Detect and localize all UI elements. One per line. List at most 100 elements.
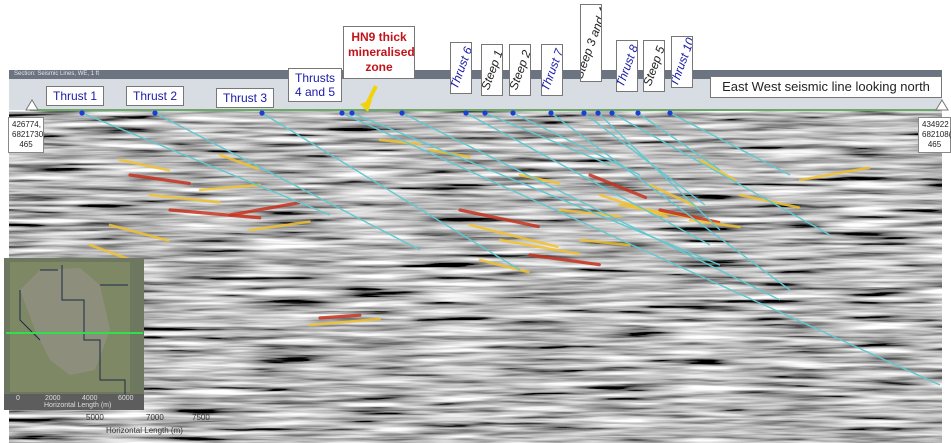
fault-top-marker xyxy=(79,110,85,116)
fault-line xyxy=(637,112,721,171)
steep-3-4-text: Steep 3 and 4 xyxy=(580,5,602,81)
inset-map-region xyxy=(20,268,110,375)
fault-top-marker xyxy=(581,110,587,116)
fault-top-marker xyxy=(349,110,355,116)
steep-3-4-label: Steep 3 and 4 xyxy=(580,4,602,82)
callout-line2: mineralised xyxy=(348,45,415,59)
toolbar-text: Section: Seismic Lines, WE, 1 ft xyxy=(14,71,100,77)
fault-top-marker xyxy=(635,110,641,116)
thrust-7-text: Thrust 7 xyxy=(541,46,563,94)
reflector-highlight xyxy=(218,153,259,170)
inset-axis-label: Horizontal Length (m) xyxy=(44,402,112,409)
fault-top-marker xyxy=(399,110,405,116)
reflector-highlight xyxy=(228,201,301,217)
fault-line xyxy=(669,112,791,176)
fault-top-marker xyxy=(595,110,601,116)
inset-tick-3: 6000 xyxy=(118,395,134,402)
thrust-7-label: Thrust 7 xyxy=(541,44,563,96)
reflector-highlight xyxy=(378,138,422,146)
thrusts-4-5-line2: 4 and 5 xyxy=(295,85,336,99)
fault-lines xyxy=(79,110,941,386)
right-coordinate-box: 434922 682108( 465 xyxy=(918,117,951,153)
reflector-highlight xyxy=(528,253,601,267)
steep-5-label: Steep 5 xyxy=(643,40,665,92)
callout-arrow-icon xyxy=(360,85,378,112)
reflector-highlight xyxy=(468,223,559,249)
reflector-highlight xyxy=(458,208,540,229)
reflector-highlight xyxy=(198,183,262,192)
steep-2-label: Steep 2 xyxy=(509,44,531,96)
fault-top-marker xyxy=(482,110,488,116)
inset-tick-1: 2000 xyxy=(45,395,61,402)
section-toolbar xyxy=(9,70,942,79)
reflector-highlight xyxy=(698,158,736,182)
fault-top-marker xyxy=(510,110,516,116)
fault-line xyxy=(611,112,831,236)
inset-tick-0: 0 xyxy=(16,395,20,402)
reflector-highlight xyxy=(248,220,311,232)
axis-tick-7500: 7500 xyxy=(192,413,210,422)
thrust-6-text: Thrust 6 xyxy=(450,44,472,92)
inset-axis-strip xyxy=(4,394,144,410)
fault-line xyxy=(154,112,421,251)
inset-map-boundaries xyxy=(19,265,128,395)
reflector-highlight xyxy=(168,208,262,220)
right-end-marker-icon xyxy=(935,99,949,111)
steep-5-text: Steep 5 xyxy=(643,44,665,88)
thrust-8-label: Thrust 8 xyxy=(616,40,638,92)
callout-line3: zone xyxy=(365,60,393,74)
section-title: East West seismic line looking north xyxy=(710,76,942,98)
reflector-highlight xyxy=(598,193,668,218)
fault-top-marker xyxy=(339,110,345,116)
fault-line xyxy=(465,112,711,246)
location-inset-map xyxy=(4,258,144,410)
thrust-6-label: Thrust 6 xyxy=(450,42,472,94)
hn9-callout-box: HN9 thick mineralised zone xyxy=(343,26,415,79)
reflector-highlight xyxy=(128,173,191,185)
axis-tick-7000: 7000 xyxy=(146,413,164,422)
reflector-highlight xyxy=(798,166,871,182)
thrust-10-text: Thrust 10 xyxy=(671,36,693,88)
thrust-2-label: Thrust 2 xyxy=(126,86,185,106)
reflector-highlight xyxy=(118,158,171,172)
steep-1-label: Steep 1 xyxy=(481,44,503,96)
axis-label: Horizontal Length (m) xyxy=(106,426,183,435)
reflector-highlight xyxy=(588,173,648,200)
fault-line xyxy=(341,112,941,386)
fault-line xyxy=(401,112,781,301)
fault-line xyxy=(583,112,706,206)
reflector-highlight xyxy=(108,223,170,242)
fault-top-marker xyxy=(609,110,615,116)
reflector-highlight xyxy=(518,173,561,185)
fault-top-marker xyxy=(463,110,469,116)
highlighted-reflectors xyxy=(58,138,871,327)
reflector-highlight xyxy=(308,317,382,327)
thrust-1-label: Thrust 1 xyxy=(46,86,105,106)
fault-line xyxy=(512,112,641,176)
fault-line xyxy=(550,112,791,291)
fault-top-marker xyxy=(548,110,554,116)
thrust-8-text: Thrust 8 xyxy=(616,42,638,90)
reflector-highlight xyxy=(498,238,581,256)
fault-line xyxy=(597,112,721,231)
reflector-highlight xyxy=(148,193,221,204)
seismic-texture xyxy=(9,110,942,443)
seismic-data xyxy=(9,110,942,443)
fault-top-marker xyxy=(667,110,673,116)
axis-tick-5000: 5000 xyxy=(86,413,104,422)
steep-1-text: Steep 1 xyxy=(481,48,503,92)
fault-line xyxy=(81,112,331,216)
reflector-highlight xyxy=(688,218,741,229)
fault-top-marker xyxy=(152,110,158,116)
fault-line xyxy=(261,112,521,271)
thrust-10-label: Thrust 10 xyxy=(671,36,693,88)
reflector-highlight xyxy=(578,238,632,247)
reflector-highlight xyxy=(318,313,362,320)
callout-line1: HN9 thick xyxy=(351,30,407,44)
fault-line xyxy=(484,112,611,166)
thrusts-4-5-label: Thrusts 4 and 5 xyxy=(288,68,343,102)
fault-top-marker xyxy=(259,110,265,116)
left-coordinate-box: 426774, 6821730, 465 xyxy=(8,117,45,153)
